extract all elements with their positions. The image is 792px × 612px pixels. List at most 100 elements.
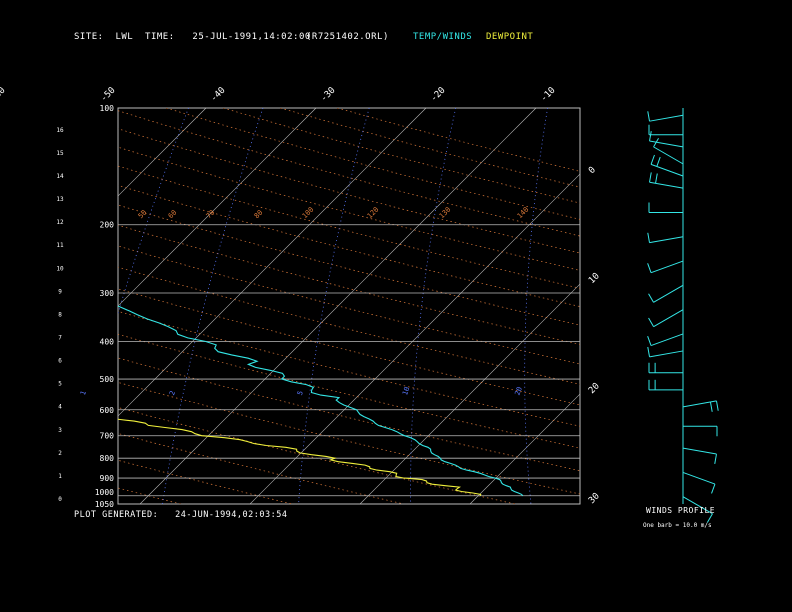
plot-frame: [117, 107, 581, 505]
mixing-ratio-line: [298, 108, 370, 504]
height-km-tick-label: 15: [56, 150, 64, 157]
isobar-lines: [118, 224, 580, 497]
wind-barb-shaft: [650, 163, 684, 177]
height-km-tick-label: 2: [58, 450, 62, 457]
wind-barb-flag: [647, 335, 652, 346]
mixing-ratio-line: [162, 108, 264, 504]
adiabat-tick-label: 120: [366, 206, 381, 221]
mixing-ratio-tick-label: 10: [401, 386, 411, 397]
isotherm-tick-label: 20: [587, 381, 602, 396]
isotherm-line: [118, 108, 207, 197]
isotherm-tick-label: 30: [587, 491, 602, 506]
generated-value: 24-JUN-1994,02:03:54: [175, 510, 288, 520]
legend-dew: DEWPOINT: [486, 32, 534, 42]
wind-barb-shaft: [649, 181, 684, 189]
footer-generated: PLOT GENERATED: 24-JUN-1994,02:03:54: [74, 510, 287, 520]
generated-label: PLOT GENERATED:: [74, 510, 159, 520]
dry-adiabat-line: [118, 288, 580, 406]
pressure-tick-label: 400: [100, 337, 115, 346]
mixing-ratio-line: [0, 108, 33, 504]
mixing-ratio-tick-label: 1: [79, 390, 88, 397]
dry-adiabat-line: [118, 382, 580, 495]
adiabat-tick-label: 50: [137, 209, 149, 221]
isotherm-line: [469, 393, 580, 504]
isotherm-line: [249, 173, 580, 504]
wind-barb-flag: [714, 453, 717, 464]
dry-adiabat-line: [118, 146, 580, 271]
mixing-ratio-lines: [0, 108, 659, 504]
wind-barb-flag: [647, 263, 652, 273]
mixing-ratio-line: [636, 108, 659, 504]
wind-barb-shaft: [650, 333, 684, 347]
height-km-tick-label: 7: [58, 335, 62, 342]
winds-profile-title: WINDS PROFILE: [646, 506, 716, 515]
mixing-ratio-line: [118, 108, 189, 315]
pressure-tick-label: 100: [100, 104, 115, 113]
pressure-tick-label: 1000: [95, 488, 114, 497]
wind-barb-flag: [656, 156, 661, 167]
dry-adiabat-line: [118, 224, 580, 345]
wind-barb-flag: [650, 154, 655, 165]
legend-temp: TEMP/WINDS: [413, 32, 473, 42]
adiabat-tick-label: 70: [205, 209, 217, 221]
wind-barb-shaft: [653, 309, 684, 328]
pressure-tick-label: 800: [100, 454, 115, 463]
dry-adiabat-line: [118, 357, 580, 472]
adiabat-tick-label: 80: [253, 209, 265, 221]
wind-barb-shaft: [682, 471, 716, 485]
isotherm-tick-label: -20: [429, 86, 448, 105]
wind-barb-flag: [648, 317, 654, 327]
adiabat-tick-label: 100: [301, 206, 316, 221]
mixing-ratio-tick-label: 20: [513, 386, 523, 397]
dry-adiabat-line: [118, 487, 181, 504]
wind-barb-flag: [647, 346, 651, 357]
mixing-ratio-tick-label: 2: [168, 390, 177, 397]
pressure-tick-label: 700: [100, 432, 115, 441]
height-km-tick-label: 10: [56, 265, 64, 272]
header-site: SITE: LWL TIME: 25-JUL-1991,14:02:00: [74, 32, 311, 42]
wind-barb-shaft: [682, 496, 713, 515]
mixing-ratio-line: [0, 108, 97, 504]
height-km-tick-label: 0: [58, 496, 62, 503]
height-km-tick-label: 1: [58, 473, 62, 480]
height-km-tick-label: 3: [58, 427, 62, 434]
site-value: LWL: [115, 32, 134, 42]
adiabat-tick-label: 130: [438, 206, 453, 221]
wind-barb-flag: [647, 111, 651, 122]
time-label: TIME:: [145, 32, 175, 42]
temperature-line: [118, 305, 524, 497]
dry-adiabat-line: [118, 459, 293, 504]
wind-barb-shaft: [650, 260, 684, 274]
dewpoint-line: [118, 418, 482, 496]
wind-barb-flag: [707, 513, 713, 523]
file-name: (R7251402.ORL): [306, 32, 389, 42]
dry-adiabat-line: [118, 110, 580, 237]
height-km-tick-label: 9: [58, 288, 62, 295]
isotherm-line: [118, 108, 427, 417]
isotherm-line: [118, 108, 317, 307]
barb-note: One barb = 10.0 m/s: [643, 522, 712, 529]
isotherm-lines: [118, 108, 580, 504]
mixing-ratio-line: [524, 108, 548, 504]
wind-barb-shaft: [649, 140, 684, 148]
height-km-tick-label: 13: [56, 196, 64, 203]
isotherm-tick-label: 10: [587, 271, 602, 286]
dry-adiabat-line: [118, 433, 404, 504]
dry-adiabat-line: [280, 108, 580, 188]
height-km-tick-label: 11: [56, 242, 64, 249]
isotherm-line: [579, 503, 580, 504]
pressure-tick-label: 1050: [95, 500, 114, 509]
pressure-tick-label: 200: [100, 221, 115, 230]
height-km-tick-label: 8: [58, 311, 62, 318]
height-km-tick-label: 14: [56, 173, 64, 180]
wind-barb-flag: [647, 232, 651, 243]
wind-barb-flag: [715, 400, 719, 411]
height-km-tick-label: 4: [58, 404, 62, 411]
isotherm-tick-label: -60: [0, 86, 8, 105]
time-value: 25-JUL-1991,14:02:00: [192, 32, 311, 42]
isotherm-line: [139, 108, 537, 504]
pressure-tick-label: 900: [100, 474, 115, 483]
site-label: SITE:: [74, 32, 104, 42]
height-km-tick-label: 6: [58, 358, 62, 365]
